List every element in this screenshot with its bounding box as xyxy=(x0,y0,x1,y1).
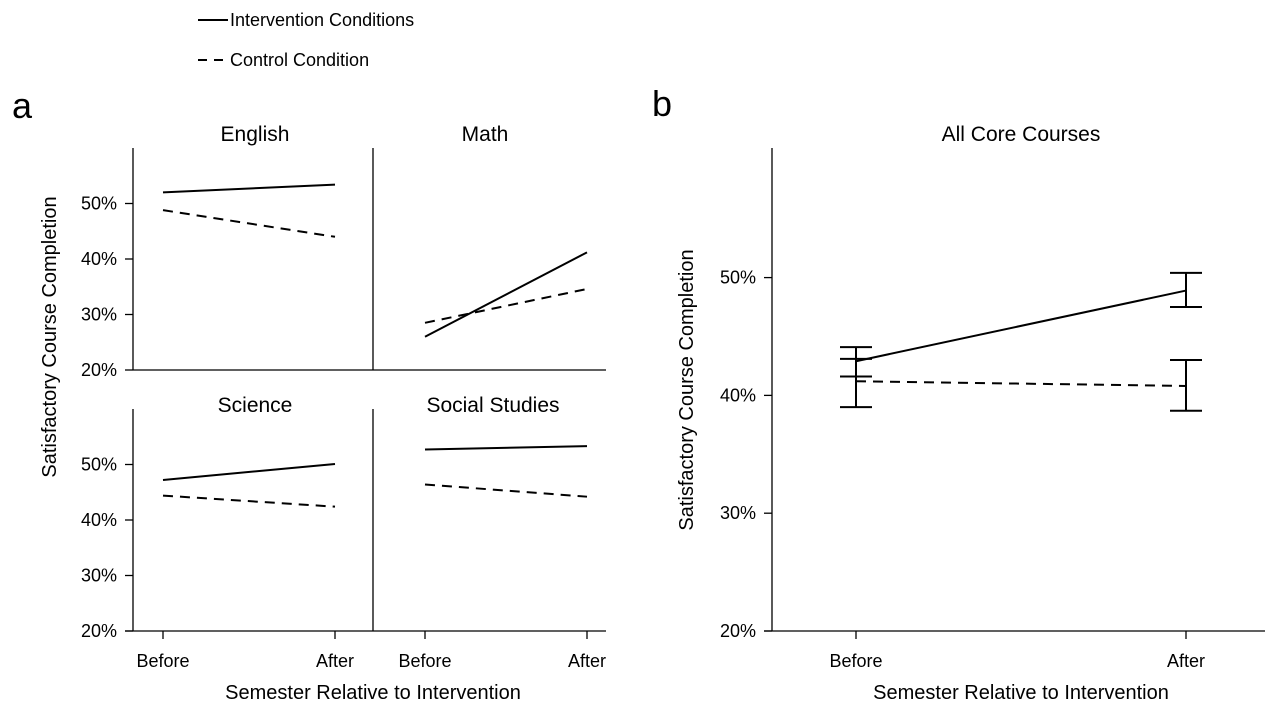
error-bar-control-condition-before xyxy=(840,357,872,409)
panel-b-x-tick-label-before: Before xyxy=(829,651,882,671)
panel-a-y-axis-title: Satisfactory Course Completion xyxy=(39,196,61,477)
panel-b-x-tick-label-after: After xyxy=(1167,651,1205,671)
panel-letter-b: b xyxy=(652,83,672,124)
panel-a-row0-y-tick-label-20: 20% xyxy=(81,360,117,380)
panel-b-title: All Core Courses xyxy=(942,123,1101,146)
panel-a-row1-y-tick-label-30: 30% xyxy=(81,566,117,586)
panel-a-row1-y-tick-label-40: 40% xyxy=(81,510,117,530)
series-line-all-core-control-condition xyxy=(855,380,1187,387)
panel-b-y-ticks: 20% 30% 40% 50% xyxy=(720,268,772,641)
error-bar-intervention-conditions-after xyxy=(1170,271,1202,309)
panel-a-x-ticks: Before After Before After xyxy=(136,631,606,671)
panel-a-row0-y-tick-label-50: 50% xyxy=(81,194,117,214)
panel-a-row0-y-tick-label-30: 30% xyxy=(81,305,117,325)
panel-letter-a: a xyxy=(12,85,33,126)
series-line-all-core-intervention-conditions xyxy=(855,289,1187,363)
panel-a-col1-x-tick-label-before: Before xyxy=(398,651,451,671)
series-line-english-control-condition xyxy=(162,209,336,238)
series-line-math-intervention-conditions xyxy=(424,251,588,338)
panel-a-row1-y-tick-label-50: 50% xyxy=(81,455,117,475)
panel-a-row0-y-tick-label-40: 40% xyxy=(81,249,117,269)
panel-a-y-ticks: 20% 30% 40% 50% 20% 30% 40% 50% xyxy=(81,194,133,641)
series-line-english-intervention-conditions xyxy=(162,183,336,194)
subplot-title-science: Science xyxy=(218,394,293,417)
subplot-title-english: English xyxy=(221,123,290,146)
panel-a-row1-y-tick-label-20: 20% xyxy=(81,621,117,641)
legend: Intervention Conditions Control Conditio… xyxy=(198,10,414,70)
panel-b-y-tick-label-20: 20% xyxy=(720,621,756,641)
series-line-social-studies-intervention-conditions xyxy=(424,445,588,451)
panel-b-y-tick-label-30: 30% xyxy=(720,503,756,523)
legend-label-intervention: Intervention Conditions xyxy=(230,10,414,30)
panel-b-series xyxy=(840,271,1202,412)
panel-b-y-tick-label-40: 40% xyxy=(720,385,756,405)
subplot-title-social-studies: Social Studies xyxy=(426,394,559,417)
panel-a-col0-x-tick-label-before: Before xyxy=(136,651,189,671)
panel-b-y-axis-title: Satisfactory Course Completion xyxy=(676,249,698,530)
panel-b-x-axis-title: Semester Relative to Intervention xyxy=(873,682,1169,704)
panel-b-y-tick-label-50: 50% xyxy=(720,268,756,288)
panel-b-x-ticks: Before After xyxy=(829,631,1205,671)
legend-label-control: Control Condition xyxy=(230,50,369,70)
panel-b-all-core-courses: All Core Courses 20% 30% 40% 50% Before Afte… xyxy=(676,123,1265,704)
panel-a-col0-x-tick-label-after: After xyxy=(316,651,354,671)
series-line-social-studies-control-condition xyxy=(424,483,588,498)
panel-a-col1-x-tick-label-after: After xyxy=(568,651,606,671)
series-line-math-control-condition xyxy=(424,287,588,324)
panel-a-x-axis-title: Semester Relative to Intervention xyxy=(225,682,521,704)
series-line-science-intervention-conditions xyxy=(162,462,336,482)
panel-a-small-multiples: English Math Science Social Studies 20% 3… xyxy=(39,123,606,704)
panel-a-series xyxy=(162,183,588,508)
series-line-science-control-condition xyxy=(162,494,336,508)
subplot-title-math: Math xyxy=(462,123,509,146)
error-bar-control-condition-after xyxy=(1170,359,1202,412)
